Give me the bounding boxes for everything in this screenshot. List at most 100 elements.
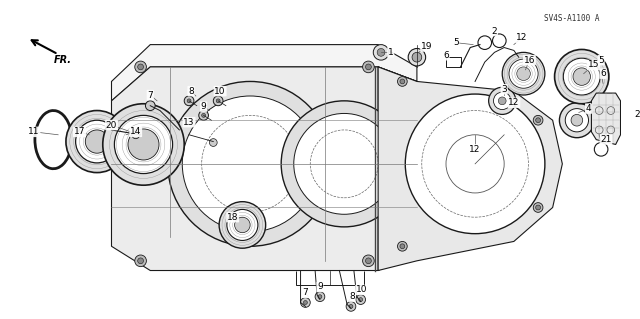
- Circle shape: [489, 87, 516, 115]
- Circle shape: [303, 300, 307, 304]
- Circle shape: [400, 244, 404, 249]
- Circle shape: [349, 304, 353, 308]
- Text: 7: 7: [147, 91, 153, 100]
- Circle shape: [138, 64, 143, 70]
- Text: 19: 19: [421, 42, 433, 51]
- Circle shape: [516, 67, 531, 80]
- Circle shape: [559, 103, 595, 138]
- Circle shape: [115, 115, 173, 174]
- Circle shape: [103, 104, 184, 185]
- Text: 4: 4: [586, 104, 591, 113]
- Text: 18: 18: [227, 213, 239, 222]
- Circle shape: [85, 130, 109, 153]
- Circle shape: [573, 68, 591, 85]
- Circle shape: [412, 52, 422, 62]
- Circle shape: [281, 101, 407, 227]
- Text: 12: 12: [508, 98, 520, 107]
- Circle shape: [109, 161, 115, 167]
- Text: 5: 5: [598, 56, 604, 65]
- Text: 14: 14: [130, 127, 141, 136]
- Text: 13: 13: [183, 118, 195, 127]
- Text: 11: 11: [28, 127, 40, 136]
- Text: 10: 10: [214, 87, 226, 96]
- Circle shape: [363, 255, 374, 267]
- Circle shape: [106, 158, 117, 170]
- Circle shape: [219, 202, 266, 248]
- Text: 16: 16: [524, 56, 535, 65]
- Circle shape: [216, 99, 220, 103]
- Polygon shape: [111, 67, 417, 271]
- Circle shape: [536, 118, 541, 123]
- Text: 9: 9: [317, 283, 323, 292]
- Circle shape: [536, 205, 541, 210]
- Circle shape: [533, 115, 543, 125]
- Text: 1: 1: [388, 48, 394, 57]
- Circle shape: [377, 48, 385, 56]
- Circle shape: [408, 48, 426, 66]
- Text: 9: 9: [201, 102, 207, 111]
- Circle shape: [400, 79, 404, 84]
- Circle shape: [499, 97, 506, 105]
- Text: 20: 20: [106, 121, 117, 130]
- Circle shape: [318, 295, 322, 299]
- Text: 15: 15: [588, 61, 599, 70]
- Text: 21: 21: [600, 135, 612, 144]
- Circle shape: [555, 49, 609, 104]
- Circle shape: [135, 61, 147, 73]
- Circle shape: [373, 45, 388, 60]
- Polygon shape: [378, 67, 563, 271]
- Circle shape: [213, 96, 223, 106]
- Text: 10: 10: [356, 286, 367, 294]
- Circle shape: [565, 108, 589, 132]
- Text: SV4S-A1100 A: SV4S-A1100 A: [544, 14, 600, 23]
- Polygon shape: [591, 93, 621, 145]
- Text: 12: 12: [516, 33, 527, 42]
- Circle shape: [182, 96, 318, 232]
- Circle shape: [315, 292, 324, 301]
- Circle shape: [294, 114, 395, 214]
- Circle shape: [202, 114, 205, 117]
- Text: 6: 6: [600, 69, 606, 78]
- Circle shape: [405, 94, 545, 234]
- Circle shape: [187, 99, 191, 103]
- Text: FR.: FR.: [53, 55, 71, 65]
- Text: 12: 12: [469, 145, 481, 154]
- Circle shape: [502, 52, 545, 95]
- Circle shape: [356, 295, 365, 304]
- Circle shape: [138, 258, 143, 264]
- Circle shape: [509, 59, 538, 88]
- Text: 8: 8: [188, 87, 194, 96]
- Circle shape: [135, 255, 147, 267]
- Circle shape: [199, 111, 209, 120]
- Circle shape: [132, 131, 140, 139]
- Text: 7: 7: [303, 288, 308, 297]
- Circle shape: [533, 203, 543, 212]
- Text: 17: 17: [74, 127, 85, 136]
- Circle shape: [563, 58, 600, 95]
- Polygon shape: [111, 45, 417, 101]
- Circle shape: [493, 92, 511, 109]
- Text: 6: 6: [443, 51, 449, 60]
- Circle shape: [363, 61, 374, 73]
- Circle shape: [168, 81, 333, 246]
- Circle shape: [76, 120, 118, 163]
- Text: 8: 8: [349, 292, 355, 301]
- Circle shape: [227, 210, 258, 241]
- Circle shape: [365, 258, 371, 264]
- Circle shape: [66, 111, 128, 173]
- Circle shape: [184, 96, 194, 106]
- Circle shape: [397, 77, 407, 86]
- Circle shape: [209, 139, 217, 146]
- Circle shape: [359, 298, 363, 301]
- Circle shape: [571, 115, 582, 126]
- Text: 2: 2: [492, 26, 497, 35]
- Circle shape: [397, 241, 407, 251]
- Circle shape: [365, 64, 371, 70]
- Circle shape: [301, 298, 310, 307]
- Text: 3: 3: [501, 85, 507, 94]
- Polygon shape: [378, 67, 417, 271]
- Circle shape: [145, 101, 155, 111]
- Text: 5: 5: [453, 38, 459, 47]
- Circle shape: [346, 301, 356, 311]
- Circle shape: [235, 217, 250, 233]
